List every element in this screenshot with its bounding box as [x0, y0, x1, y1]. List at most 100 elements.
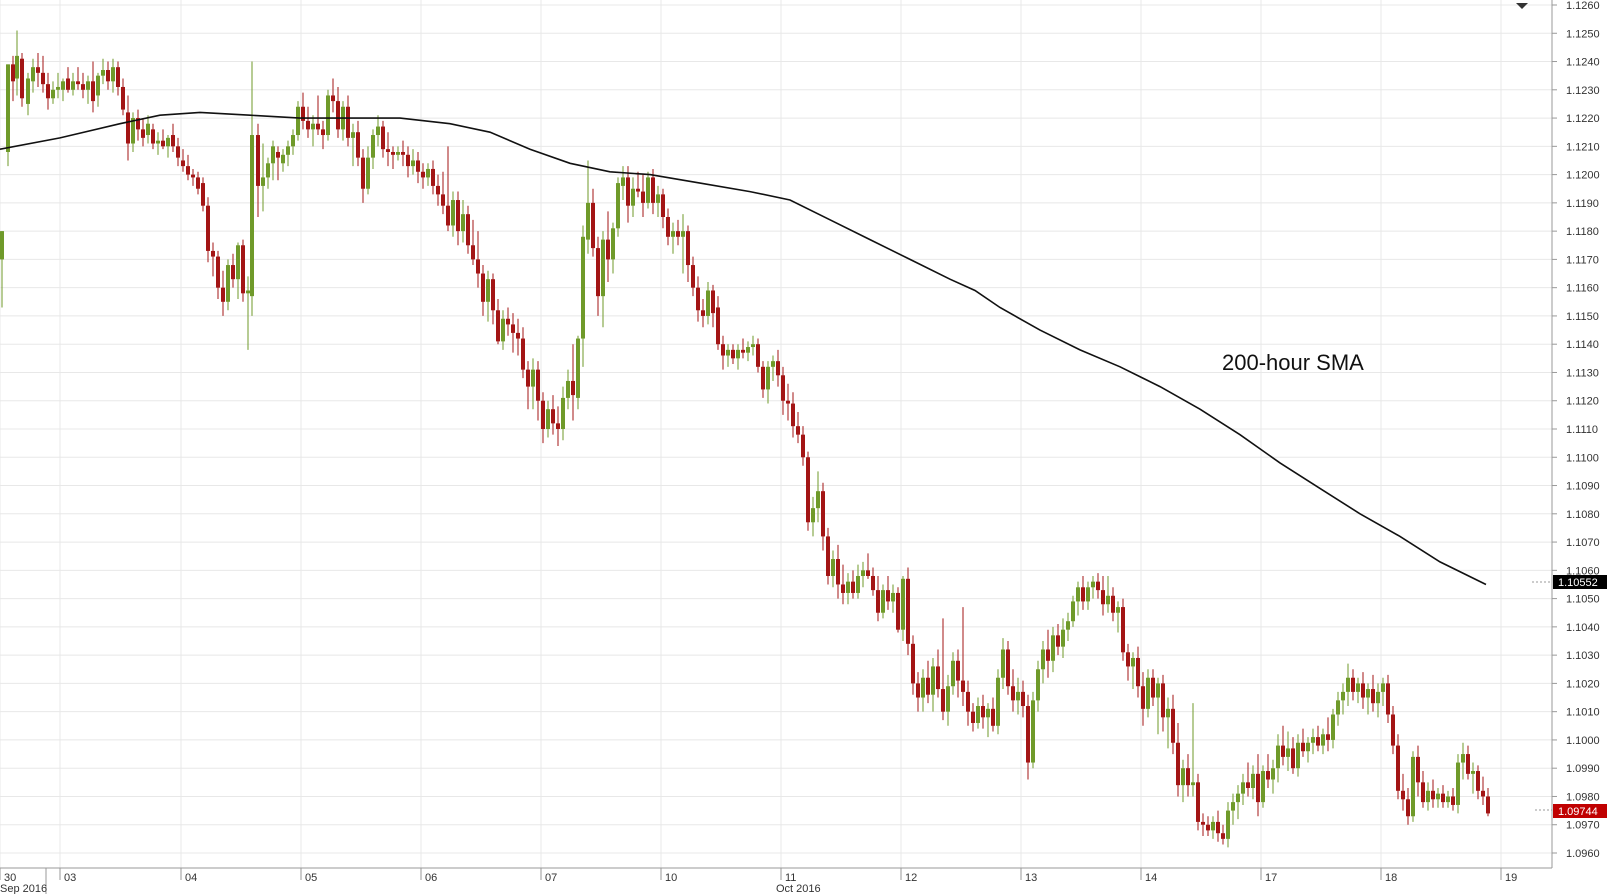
- candle-down: [1046, 629, 1050, 678]
- candle-down: [1206, 816, 1210, 837]
- candle-body: [1066, 621, 1070, 630]
- x-tick-label: 10: [665, 872, 677, 884]
- candle-body: [1236, 793, 1240, 803]
- y-tick-label: 1.1150: [1566, 311, 1599, 323]
- candle-body: [1341, 691, 1345, 701]
- candle-down: [141, 118, 145, 147]
- candle-body: [106, 70, 110, 82]
- y-tick-label: 1.1070: [1566, 537, 1600, 549]
- candle-down: [491, 273, 495, 325]
- last-price-badge: 1.09744: [1535, 804, 1607, 818]
- candle-body: [0, 231, 4, 260]
- y-tick-label: 1.1240: [1566, 57, 1600, 69]
- x-tick-label: 30: [4, 872, 16, 884]
- candle-body: [706, 290, 710, 316]
- candle-body: [806, 457, 810, 523]
- candle-body: [666, 217, 670, 237]
- candle-up: [266, 157, 270, 189]
- candle-down: [1256, 754, 1260, 817]
- candle-body: [15, 55, 19, 79]
- y-tick-label: 1.1260: [1566, 0, 1600, 12]
- candle-body: [156, 140, 160, 144]
- candle-down: [1161, 674, 1165, 732]
- candle-down: [1111, 587, 1115, 622]
- candle-body: [1016, 691, 1020, 701]
- candle-up: [931, 657, 935, 712]
- candle-body: [321, 129, 325, 136]
- candle-body: [816, 491, 820, 509]
- y-tick-label: 1.1170: [1566, 254, 1599, 266]
- candle-body: [821, 491, 825, 537]
- candle-down: [506, 307, 510, 336]
- candle-body: [886, 590, 890, 602]
- candle-down: [1101, 575, 1105, 616]
- y-tick-label: 1.1030: [1566, 650, 1600, 662]
- candle-down: [436, 174, 440, 206]
- candle-body: [391, 151, 395, 155]
- candle-body: [116, 67, 120, 87]
- candle-up: [146, 115, 150, 144]
- candle-body: [56, 86, 60, 90]
- candle-up: [1131, 652, 1135, 690]
- candle-body: [1311, 737, 1315, 743]
- candle-down: [1316, 725, 1320, 752]
- candle-body: [1191, 782, 1195, 786]
- candle-body: [411, 160, 415, 167]
- candle-body: [276, 151, 280, 158]
- candle-body: [681, 231, 685, 237]
- scroll-down-icon[interactable]: [1516, 3, 1528, 9]
- candle-body: [851, 581, 855, 593]
- candle-body: [786, 400, 790, 404]
- candle-body: [1391, 714, 1395, 746]
- y-tick-label: 1.1080: [1566, 509, 1600, 521]
- candle-down: [991, 697, 995, 732]
- candle-down: [791, 392, 795, 438]
- candle-body: [576, 338, 580, 398]
- candle-up: [986, 703, 990, 738]
- candle-up: [1051, 626, 1055, 673]
- candle-up: [1271, 759, 1275, 794]
- candle-down: [116, 61, 120, 96]
- candle-body: [1291, 748, 1295, 769]
- candle-body: [981, 706, 985, 718]
- candle-body: [141, 129, 145, 138]
- candle-down: [541, 392, 545, 444]
- candle-up: [951, 652, 955, 695]
- candle-up: [546, 400, 550, 438]
- candle-down: [536, 361, 540, 421]
- candle-up: [1306, 737, 1310, 763]
- candle-body: [291, 135, 295, 147]
- candle-down: [416, 151, 420, 184]
- candle-body: [891, 592, 895, 602]
- candle-body: [911, 643, 915, 684]
- candle-body: [1186, 768, 1190, 786]
- candle-up: [861, 561, 865, 588]
- candle-body: [971, 711, 975, 723]
- candle-body: [306, 120, 310, 130]
- candle-body: [71, 81, 75, 90]
- candle-down: [1136, 646, 1140, 698]
- candle-up: [326, 89, 330, 141]
- candle-up: [1411, 751, 1415, 822]
- candle-body: [486, 279, 490, 302]
- candle-down: [20, 53, 24, 107]
- candle-body: [301, 106, 305, 121]
- candle-down: [686, 225, 690, 283]
- candle-down: [911, 635, 915, 695]
- candle-up: [296, 101, 300, 141]
- candle-up: [616, 177, 620, 237]
- candle-body: [861, 570, 865, 576]
- candle-up: [1076, 581, 1080, 616]
- candle-body: [286, 146, 290, 155]
- candle-body: [151, 129, 155, 144]
- candle-up: [1156, 677, 1160, 735]
- candle-down: [1326, 717, 1330, 752]
- candle-down: [176, 137, 180, 167]
- candle-body: [26, 78, 30, 104]
- candle-body: [966, 691, 970, 712]
- candle-body: [1306, 742, 1310, 752]
- candle-down: [1486, 787, 1490, 817]
- candle-body: [131, 118, 135, 144]
- candle-up: [291, 129, 295, 155]
